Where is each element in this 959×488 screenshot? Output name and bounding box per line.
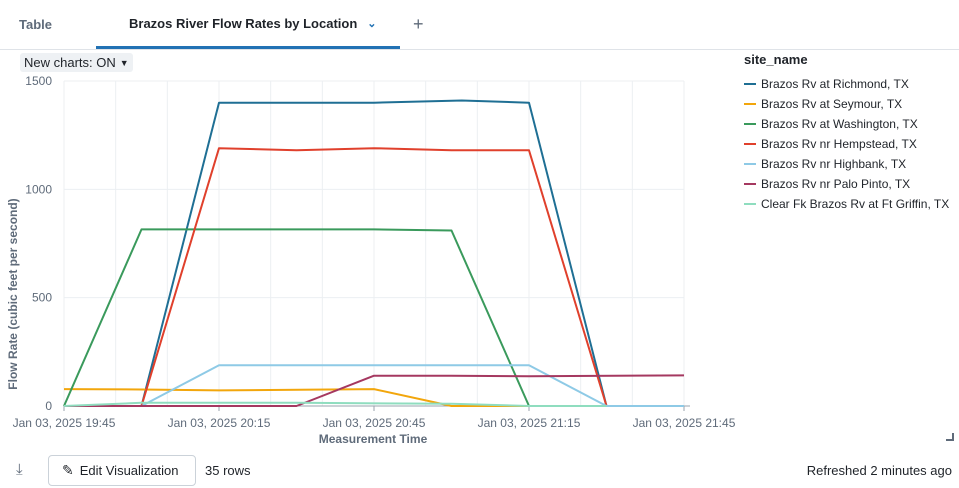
legend-swatch — [744, 123, 756, 125]
row-count: 35 rows — [205, 463, 251, 478]
legend-label: Brazos Rv at Richmond, TX — [761, 77, 909, 91]
y-tick-label: 500 — [32, 291, 52, 305]
legend-item[interactable]: Clear Fk Brazos Rv at Ft Griffin, TX — [744, 194, 949, 214]
legend-item[interactable]: Brazos Rv nr Palo Pinto, TX — [744, 174, 949, 194]
legend-swatch — [744, 183, 756, 185]
legend-item[interactable]: Brazos Rv at Washington, TX — [744, 114, 949, 134]
legend-swatch — [744, 163, 756, 165]
x-tick-label: Jan 03, 2025 20:15 — [168, 416, 271, 430]
legend-swatch — [744, 103, 756, 105]
x-tick-label: Jan 03, 2025 21:15 — [478, 416, 581, 430]
legend-label: Brazos Rv at Washington, TX — [761, 117, 918, 131]
x-axis-label: Measurement Time — [319, 432, 428, 446]
pencil-icon: ✎ — [62, 462, 74, 478]
y-tick-label: 1500 — [25, 74, 52, 88]
series-line[interactable] — [63, 401, 607, 407]
line-chart: 0 500 1000 1500 Jan 03, 2025 19:45 Jan 03, 20… — [6, 74, 736, 446]
x-tick-label: Jan 03, 2025 21:45 — [633, 416, 736, 430]
add-tab-button[interactable]: + — [413, 14, 424, 34]
series-line[interactable] — [64, 147, 608, 407]
tab-bar: Table Brazos River Flow Rates by Locatio… — [0, 0, 959, 50]
edit-visualization-label: Edit Visualization — [79, 463, 179, 478]
resize-handle-icon[interactable] — [946, 433, 954, 441]
chevron-down-icon[interactable]: ⌄ — [367, 17, 377, 30]
series-line[interactable] — [63, 228, 607, 407]
download-icon[interactable]: ⤓ — [16, 461, 23, 478]
edit-visualization-button[interactable]: ✎ Edit Visualization — [48, 455, 196, 486]
legend-title: site_name — [744, 52, 808, 67]
chart-grid — [63, 80, 685, 406]
tab-chart-label: Brazos River Flow Rates by Location — [129, 15, 358, 31]
legend-swatch — [744, 203, 756, 205]
new-charts-label: New charts: ON — [24, 55, 116, 70]
legend-label: Brazos Rv nr Highbank, TX — [761, 157, 907, 171]
tab-table[interactable]: Table — [19, 17, 52, 32]
legend-label: Brazos Rv at Seymour, TX — [761, 97, 903, 111]
legend-item[interactable]: Brazos Rv nr Highbank, TX — [744, 154, 949, 174]
legend-item[interactable]: Brazos Rv at Seymour, TX — [744, 94, 949, 114]
refresh-status: Refreshed 2 minutes ago — [806, 463, 952, 478]
legend-item[interactable]: Brazos Rv at Richmond, TX — [744, 74, 949, 94]
tab-chart[interactable]: Brazos River Flow Rates by Location ⌄ — [96, 0, 400, 49]
chevron-down-icon: ▼ — [119, 57, 129, 68]
y-axis-label: Flow Rate (cubic feet per second) — [6, 198, 20, 389]
legend-label: Brazos Rv nr Palo Pinto, TX — [761, 177, 911, 191]
legend-label: Brazos Rv nr Hempstead, TX — [761, 137, 917, 151]
x-tick-label: Jan 03, 2025 19:45 — [13, 416, 116, 430]
legend-swatch — [744, 83, 756, 85]
chart-axes: 0 500 1000 1500 Jan 03, 2025 19:45 Jan 03, 20… — [13, 74, 736, 430]
legend-item[interactable]: Brazos Rv nr Hempstead, TX — [744, 134, 949, 154]
series-line[interactable] — [64, 374, 685, 407]
y-tick-label: 1000 — [25, 182, 52, 196]
y-tick-label: 0 — [45, 399, 52, 413]
new-charts-toggle[interactable]: New charts: ON ▼ — [20, 53, 133, 72]
chart-legend: site_name Brazos Rv at Richmond, TX Brazo… — [744, 52, 949, 214]
x-tick-label: Jan 03, 2025 20:45 — [323, 416, 426, 430]
chart-series — [63, 99, 685, 407]
series-line[interactable] — [64, 99, 608, 407]
legend-label: Clear Fk Brazos Rv at Ft Griffin, TX — [761, 197, 950, 211]
legend-swatch — [744, 143, 756, 145]
